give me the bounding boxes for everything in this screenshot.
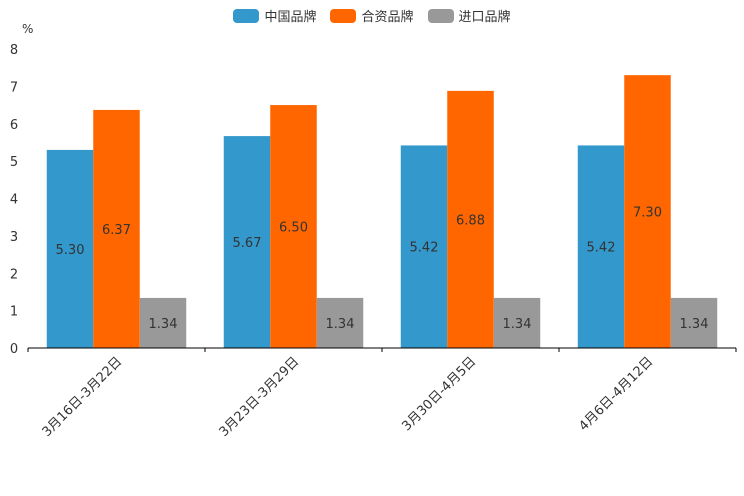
legend-label-joint-venture: 合资品牌	[361, 10, 414, 25]
y-tick-label: 4	[10, 193, 18, 208]
bar-2-1[interactable]	[316, 297, 364, 348]
y-tick-label: 5	[10, 155, 18, 170]
bar-0-3[interactable]	[577, 145, 625, 348]
data-label: 6.88	[456, 213, 485, 228]
bar-0-2[interactable]	[400, 145, 448, 348]
y-tick-label: 8	[10, 43, 18, 58]
data-label: 1.34	[680, 317, 709, 332]
data-label: 1.34	[149, 317, 178, 332]
legend-item-imported[interactable]: 进口品牌	[427, 6, 511, 25]
legend-item-joint-venture[interactable]: 合资品牌	[330, 6, 414, 25]
y-tick-label: 3	[10, 230, 18, 245]
x-tick-label: 3月16日-3月22日	[40, 354, 126, 440]
x-tick-label: 4月6日-4月12日	[576, 354, 656, 434]
legend-swatch-china	[233, 8, 260, 23]
data-label: 5.42	[587, 241, 616, 256]
bar-1-2[interactable]	[447, 90, 494, 349]
legend: 中国品牌 合资品牌 进口品牌	[0, 6, 744, 25]
bar-1-0[interactable]	[93, 109, 140, 348]
legend-swatch-imported	[427, 8, 454, 23]
y-tick-label: 0	[10, 342, 18, 357]
bar-0-1[interactable]	[223, 136, 271, 348]
data-label: 5.67	[233, 236, 262, 251]
bar-1-1[interactable]	[270, 105, 317, 348]
data-label: 1.34	[503, 317, 532, 332]
data-label: 1.34	[326, 317, 355, 332]
legend-label-imported: 进口品牌	[458, 10, 511, 25]
y-axis-label: %	[22, 22, 33, 36]
x-tick-label: 3月30日-4月5日	[399, 354, 479, 434]
data-label: 5.30	[56, 243, 85, 258]
bar-2-3[interactable]	[670, 297, 718, 348]
y-tick-label: 1	[10, 305, 18, 320]
bar-1-3[interactable]	[624, 75, 671, 348]
data-label: 6.37	[102, 223, 131, 238]
y-tick-label: 7	[10, 80, 18, 95]
bar-0-0[interactable]	[46, 149, 94, 348]
legend-label-china: 中国品牌	[264, 10, 317, 25]
legend-swatch-joint-venture	[330, 8, 357, 23]
y-tick-label: 6	[10, 118, 18, 133]
y-tick-label: 2	[10, 267, 18, 282]
data-label: 6.50	[279, 221, 308, 236]
data-label: 7.30	[633, 206, 662, 221]
x-tick-label: 3月23日-3月29日	[217, 354, 303, 440]
bar-2-2[interactable]	[493, 297, 541, 348]
legend-item-china[interactable]: 中国品牌	[233, 6, 316, 25]
bar-2-0[interactable]	[139, 297, 187, 348]
data-label: 5.42	[410, 241, 439, 256]
